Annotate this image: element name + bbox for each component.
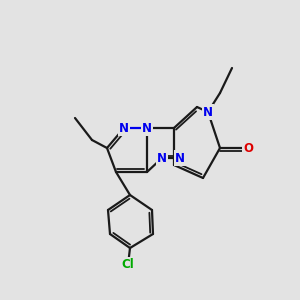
- Text: N: N: [142, 122, 152, 134]
- Text: Cl: Cl: [122, 259, 134, 272]
- Text: O: O: [243, 142, 253, 154]
- Text: N: N: [157, 152, 167, 164]
- Text: N: N: [175, 152, 185, 164]
- Text: N: N: [119, 122, 129, 134]
- Text: N: N: [203, 106, 213, 118]
